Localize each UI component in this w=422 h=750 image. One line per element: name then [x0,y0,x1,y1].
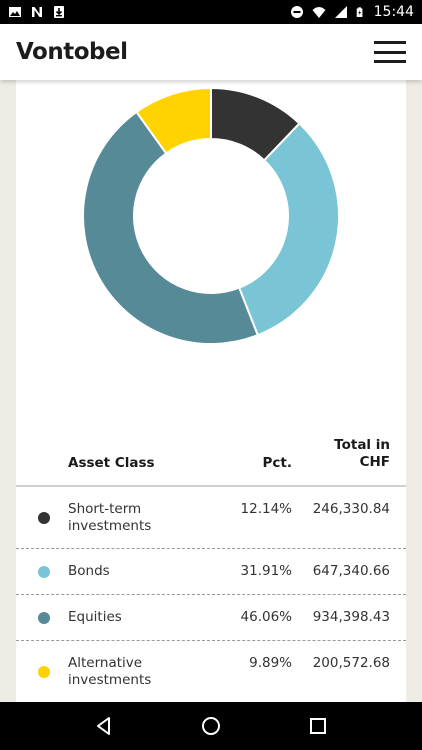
home-icon[interactable] [187,702,235,750]
row-pct: 12.14% [240,501,292,517]
battery-charging-icon [356,7,363,17]
table-row: Bonds 31.91% 647,340.66 [16,549,406,595]
table-row: Short-term investments 12.14% 246,330.84 [16,487,406,549]
row-total: 934,398.43 [312,609,390,625]
table-header: Asset Class Pct. Total in CHF [16,432,406,487]
app-bar: Vontobel [0,24,422,80]
header-total-chf: Total in CHF [334,437,390,470]
recents-icon[interactable] [294,702,342,750]
table-row: Equities 46.06% 934,398.43 [16,595,406,641]
row-asset-name: Bonds [68,563,110,579]
asset-allocation-donut-chart [83,88,339,344]
vontobel-logo: Vontobel [16,39,128,65]
table-row: Alternative investments 9.89% 200,572.68 [16,641,406,702]
row-pct: 31.91% [240,563,292,579]
header-pct: Pct. [262,455,292,471]
n-notification-icon [32,7,42,17]
download-icon [54,6,64,18]
wifi-icon [312,7,326,18]
legend-dot-icon [38,566,50,578]
header-asset-class: Asset Class [68,455,155,471]
row-asset-name: Equities [68,609,122,625]
donut-slice-equities [83,110,260,344]
clock-time: 15:44 [373,4,414,20]
signal-icon [334,6,347,18]
donut-slice-alternative-investments [135,88,212,155]
row-pct: 46.06% [240,609,292,625]
row-pct: 9.89% [249,655,292,671]
do-not-disturb-icon [290,6,303,18]
row-total: 246,330.84 [312,501,390,517]
legend-dot-icon [38,612,50,624]
row-total: 200,572.68 [312,655,390,671]
row-asset-name: Alternative investments [68,655,152,688]
hamburger-menu-icon[interactable] [374,39,406,65]
row-asset-name: Short-term investments [68,501,152,534]
status-bar: 15:44 [0,0,422,24]
image-icon [9,7,21,17]
donut-slice-bonds [237,122,339,337]
system-nav-bar [0,702,422,750]
back-icon[interactable] [80,702,128,750]
legend-dot-icon [38,666,50,678]
asset-allocation-card: Asset Class Pct. Total in CHF Short-term… [16,80,406,702]
legend-dot-icon [38,512,50,524]
row-total: 647,340.66 [312,563,390,579]
